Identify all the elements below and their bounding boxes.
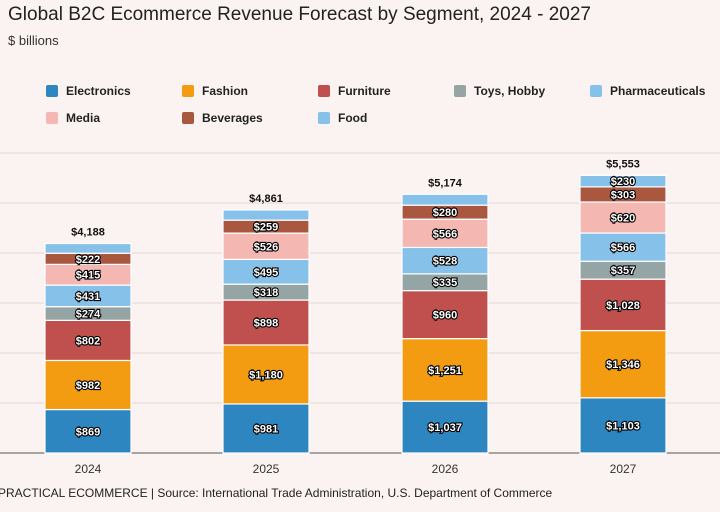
- bar-segment-media: [579, 201, 667, 234]
- bar-segment-food: [579, 174, 667, 188]
- bar-segment-food: [222, 209, 310, 221]
- x-tick-label: 2024: [75, 462, 102, 476]
- legend-label: Electronics: [66, 84, 131, 98]
- bar-segment-furniture: [579, 278, 667, 332]
- stacked-bar-chart: $869 $982 $802 $274 $431 $415 $222 $4,188 2024 $9…: [0, 152, 720, 476]
- total-label: $4,861: [249, 193, 283, 205]
- legend-item-toys-hobby: Toys, Hobby: [454, 84, 545, 98]
- total-label: $5,553: [606, 158, 640, 170]
- data-label: $495: [254, 267, 278, 279]
- total-label: $4,188: [71, 227, 105, 239]
- data-label: $526: [254, 241, 278, 253]
- legend-swatch: [182, 85, 194, 97]
- legend-item-food: Food: [318, 111, 367, 125]
- data-label: $620: [611, 213, 635, 225]
- data-label: $1,037: [428, 422, 462, 434]
- bar-segment-fashion: [579, 329, 667, 399]
- bar-segment-fashion: [222, 344, 310, 405]
- data-label: $280: [433, 207, 457, 219]
- bar-segment-media: [222, 232, 310, 261]
- bar-segment-media: [401, 218, 489, 249]
- legend-label: Toys, Hobby: [474, 84, 546, 98]
- bar-segment-food: [44, 242, 132, 254]
- bar-segment-pharmaceuticals: [222, 258, 310, 285]
- data-label: $528: [433, 256, 457, 268]
- data-label: $566: [611, 242, 635, 254]
- data-label: $898: [254, 318, 278, 330]
- bar-segment-food: [401, 193, 489, 206]
- bar-segment-furniture: [401, 290, 489, 340]
- data-label: $222: [76, 254, 100, 266]
- data-label: $802: [76, 335, 100, 347]
- legend-swatch: [318, 112, 330, 124]
- legend-label: Pharmaceuticals: [610, 84, 706, 98]
- legend-item-pharmaceuticals: Pharmaceuticals: [590, 84, 705, 98]
- data-label: $335: [433, 277, 457, 289]
- legend-swatch: [590, 85, 602, 97]
- data-label: $303: [611, 189, 635, 201]
- legend-item-media: Media: [46, 111, 100, 125]
- chart-subtitle: $ billions: [8, 33, 59, 48]
- legend-item-furniture: Furniture: [318, 84, 391, 98]
- data-label: $960: [433, 310, 457, 322]
- data-label: $1,346: [606, 359, 640, 371]
- bar-segment-fashion: [401, 338, 489, 402]
- legend-swatch: [454, 85, 466, 97]
- data-label: $274: [76, 309, 101, 321]
- data-label: $357: [611, 265, 635, 277]
- data-label: $1,180: [249, 369, 283, 381]
- data-label: $1,251: [428, 365, 462, 377]
- bar-segment-electronics: [222, 403, 310, 454]
- data-label: $981: [254, 423, 278, 435]
- legend-label: Beverages: [202, 111, 263, 125]
- legend-swatch: [46, 112, 58, 124]
- bar-segment-electronics: [401, 400, 489, 454]
- bar-segment-electronics: [579, 397, 667, 454]
- bar-segment-furniture: [222, 299, 310, 346]
- chart-legend: Electronics Fashion Furniture Toys, Hobby Ph…: [0, 0, 720, 130]
- legend-label: Media: [66, 111, 101, 125]
- legend-label: Food: [338, 111, 368, 125]
- x-tick-label: 2026: [432, 462, 459, 476]
- legend-item-fashion: Fashion: [182, 84, 248, 98]
- total-label: $5,174: [428, 177, 463, 189]
- data-label: $259: [254, 222, 278, 234]
- data-label: $869: [76, 426, 100, 438]
- legend-item-electronics: Electronics: [46, 84, 131, 98]
- legend-label: Fashion: [202, 84, 249, 98]
- chart-source: PRACTICAL ECOMMERCE | Source: Internatio…: [0, 486, 553, 500]
- bar-segment-pharmaceuticals: [579, 232, 667, 262]
- data-label: $431: [76, 291, 100, 303]
- data-label: $982: [76, 380, 100, 392]
- data-label: $230: [611, 176, 635, 188]
- x-tick-label: 2025: [253, 462, 280, 476]
- chart-title: Global B2C Ecommerce Revenue Forecast by…: [8, 4, 591, 25]
- legend-item-beverages: Beverages: [182, 111, 263, 125]
- legend-swatch: [182, 112, 194, 124]
- data-label: $318: [254, 287, 278, 299]
- data-label: $1,103: [606, 420, 640, 432]
- data-label: $415: [76, 270, 100, 282]
- data-label: $1,028: [606, 300, 640, 312]
- legend-swatch: [46, 85, 58, 97]
- data-label: $566: [433, 228, 457, 240]
- legend-label: Furniture: [338, 84, 391, 98]
- x-tick-label: 2027: [610, 462, 637, 476]
- legend-swatch: [318, 85, 330, 97]
